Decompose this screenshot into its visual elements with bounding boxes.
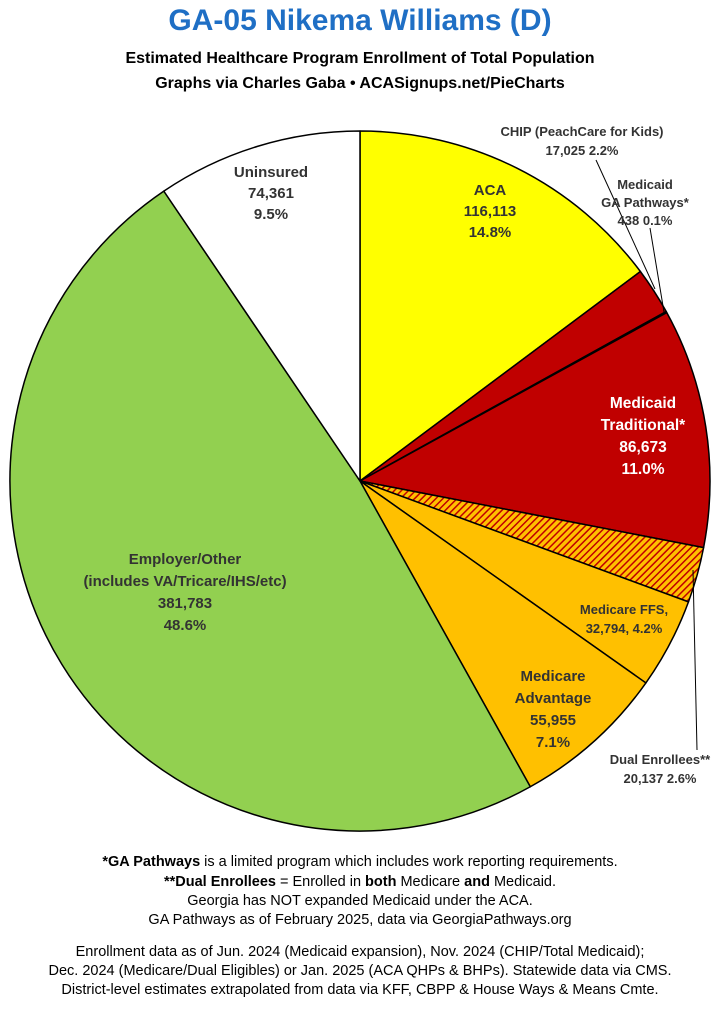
slice-label-advantage-line: Advantage [515, 690, 592, 707]
pie-slice-aca [359, 130, 642, 482]
note-enrollment-dates: Enrollment data as of Jun. 2024 (Medicai… [75, 944, 645, 960]
chart-credit: Graphs via Charles Gaba • ACASignups.net… [155, 75, 565, 92]
note-estimates: District-level estimates extrapolated fr… [61, 982, 659, 998]
slice-label-chip-line: 17,025 2.2% [545, 143, 618, 158]
slice-label-pathways-line: Medicaid [617, 177, 673, 192]
slice-label-advantage-line: 7.1% [536, 734, 570, 751]
slice-label-uninsured: Uninsured 74,361 9.5% [234, 164, 308, 223]
note-dual-both: both [365, 874, 397, 890]
slice-label-aca-line: 116,113 [464, 203, 517, 220]
chart-title: GA-05 Nikema Williams (D) [168, 4, 552, 37]
slice-label-uninsured-line: Uninsured [234, 164, 308, 181]
slice-label-medicaid: Medicaid Traditional* 86,673 11.0% [601, 395, 686, 478]
note-dual-text-1: = Enrolled in [275, 874, 366, 890]
pie-slice-advantage [359, 480, 647, 788]
note-dual-text-2: Medicare [396, 874, 465, 890]
leader-line-dual [692, 569, 698, 751]
slice-label-ffs: Medicare FFS, 32,794, 4.2% [580, 602, 668, 636]
slice-label-ffs-line: 32,794, 4.2% [586, 621, 663, 636]
leader-line-chip [595, 159, 656, 290]
slice-label-employer-line: Employer/Other [129, 551, 242, 568]
pie-slice-employer [9, 190, 532, 832]
note-dual-and: and [464, 874, 490, 890]
slice-label-pathways-line: GA Pathways* [601, 195, 690, 210]
slice-label-pathways: Medicaid GA Pathways* 438 0.1% [601, 177, 690, 228]
leader-line-pathways [649, 227, 665, 313]
slice-label-employer: Employer/Other (includes VA/Tricare/IHS/e… [83, 551, 286, 634]
slice-label-dual-line: Dual Enrollees** [610, 752, 711, 767]
slice-label-aca-line: 14.8% [469, 224, 512, 241]
note-pathways-text: is a limited program which includes work… [200, 854, 618, 870]
chart-subtitle: Estimated Healthcare Program Enrollment … [125, 50, 595, 67]
note-dual: **Dual Enrollees = Enrolled in both Medi… [0, 873, 720, 891]
slice-label-dual-line: 20,137 2.6% [623, 771, 696, 786]
slice-label-advantage-line: Medicare [520, 668, 585, 685]
note-pathways-bold: *GA Pathways [102, 854, 201, 870]
note-pathways-source: GA Pathways as of February 2025, data vi… [148, 912, 572, 928]
slice-label-medicaid-line: 86,673 [619, 439, 667, 456]
note-pathways: *GA Pathways is a limited program which … [0, 853, 720, 871]
note-data-sources: Dec. 2024 (Medicare/Dual Eligibles) or J… [48, 963, 672, 979]
note-dual-text-3: Medicaid. [489, 874, 557, 890]
slice-label-chip-line: CHIP (PeachCare for Kids) [500, 124, 663, 139]
slice-label-uninsured-line: 74,361 [248, 185, 294, 202]
slice-label-advantage: Medicare Advantage 55,955 7.1% [515, 668, 592, 751]
note-dual-bold: **Dual Enrollees [163, 874, 276, 890]
pie-slice-uninsured [163, 130, 361, 482]
slice-label-medicaid-line: 11.0% [621, 461, 664, 478]
slice-label-chip: CHIP (PeachCare for Kids) 17,025 2.2% [500, 124, 663, 158]
slice-label-advantage-line: 55,955 [530, 712, 576, 729]
slice-label-employer-line: (includes VA/Tricare/IHS/etc) [83, 573, 286, 590]
slice-label-aca: ACA 116,113 14.8% [464, 182, 517, 241]
slice-label-employer-line: 48.6% [164, 617, 207, 634]
slice-label-medicaid-line: Medicaid [610, 395, 676, 412]
slice-label-ffs-line: Medicare FFS, [580, 602, 668, 617]
slice-label-medicaid-line: Traditional* [601, 417, 686, 434]
slice-label-pathways-line: 438 0.1% [618, 213, 673, 228]
note-expansion: Georgia has NOT expanded Medicaid under … [187, 893, 533, 909]
pie-slice-medicaid [359, 311, 711, 549]
slice-label-uninsured-line: 9.5% [254, 206, 288, 223]
slice-label-aca-line: ACA [474, 182, 507, 199]
slice-label-dual: Dual Enrollees** 20,137 2.6% [610, 752, 711, 786]
slice-label-employer-line: 381,783 [158, 595, 212, 612]
